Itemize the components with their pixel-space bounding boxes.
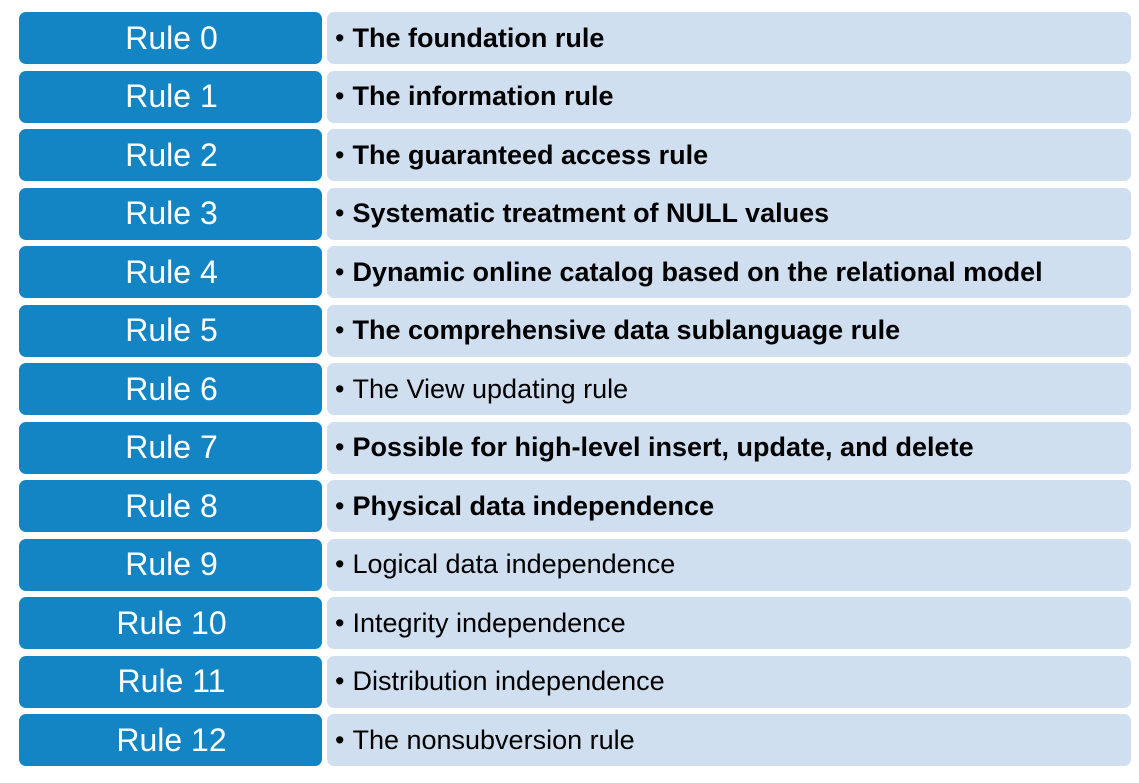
rule-description: • Possible for high-level insert, update,… [327, 421, 1131, 474]
rule-description: • Distribution independence [327, 655, 1131, 708]
rule-label: Rule 11 [19, 655, 322, 708]
rule-text: The comprehensive data sublanguage rule [352, 315, 901, 345]
rule-text: Physical data independence [352, 490, 715, 521]
bullet-icon: • [335, 315, 345, 345]
rule-description: • Integrity independence [327, 597, 1131, 649]
rule-row-3: Rule 3 • Systematic treatment of NULL val… [19, 187, 1131, 240]
rule-label: Rule 1 [19, 70, 322, 123]
rule-label: Rule 8 [19, 480, 322, 532]
rule-description: • The guaranteed access rule [327, 129, 1131, 181]
rule-text: Possible for high-level insert, update, … [352, 432, 974, 462]
rule-text: Logical data independence [352, 549, 676, 579]
rule-row-1: Rule 1 • The information rule [19, 70, 1131, 123]
rule-label: Rule 9 [19, 538, 322, 591]
bullet-icon: • [335, 549, 345, 579]
rule-description: • The information rule [327, 70, 1131, 123]
bullet-icon: • [335, 432, 345, 462]
rule-row-12: Rule 12 • The nonsubversion rule [19, 714, 1131, 766]
rule-text: The guaranteed access rule [352, 139, 709, 170]
rule-description: • Logical data independence [327, 538, 1131, 591]
rule-row-9: Rule 9 • Logical data independence [19, 538, 1131, 591]
rule-row-10: Rule 10 • Integrity independence [19, 597, 1131, 649]
rule-label: Rule 5 [19, 304, 322, 357]
bullet-icon: • [335, 22, 345, 53]
rule-row-4: Rule 4 • Dynamic online catalog based on … [19, 246, 1131, 298]
rule-label: Rule 6 [19, 363, 322, 415]
rule-text: Distribution independence [352, 666, 665, 696]
rule-row-7: Rule 7 • Possible for high-level insert, … [19, 421, 1131, 474]
rule-description: • The View updating rule [327, 363, 1131, 415]
rule-label: Rule 10 [19, 597, 322, 649]
bullet-icon: • [335, 198, 345, 228]
rule-row-5: Rule 5 • The comprehensive data sublangua… [19, 304, 1131, 357]
rule-description: • The comprehensive data sublanguage rule [327, 304, 1131, 357]
rule-row-6: Rule 6 • The View updating rule [19, 363, 1131, 415]
bullet-icon: • [335, 607, 345, 638]
rule-text: Systematic treatment of NULL values [352, 198, 830, 228]
rule-label: Rule 3 [19, 187, 322, 240]
rule-label: Rule 7 [19, 421, 322, 474]
rule-row-8: Rule 8 • Physical data independence [19, 480, 1131, 532]
rules-list: Rule 0 • The foundation rule Rule 1 • The … [19, 12, 1131, 766]
bullet-icon: • [335, 139, 345, 170]
bullet-icon: • [335, 373, 345, 404]
rule-text: The foundation rule [352, 22, 605, 53]
bullet-icon: • [335, 256, 345, 287]
rule-label: Rule 2 [19, 129, 322, 181]
rule-description: • The nonsubversion rule [327, 714, 1131, 766]
rule-description: • Physical data independence [327, 480, 1131, 532]
rule-row-2: Rule 2 • The guaranteed access rule [19, 129, 1131, 181]
bullet-icon: • [335, 490, 345, 521]
rule-row-11: Rule 11 • Distribution independence [19, 655, 1131, 708]
bullet-icon: • [335, 666, 345, 696]
rule-text: Dynamic online catalog based on the rela… [352, 256, 1043, 287]
rule-text: The View updating rule [352, 373, 629, 404]
rule-description: • Dynamic online catalog based on the rel… [327, 246, 1131, 298]
rule-description: • Systematic treatment of NULL values [327, 187, 1131, 240]
rule-text: The information rule [352, 81, 614, 111]
rule-label: Rule 0 [19, 12, 322, 64]
rule-label: Rule 12 [19, 714, 322, 766]
rule-description: • The foundation rule [327, 12, 1131, 64]
rule-row-0: Rule 0 • The foundation rule [19, 12, 1131, 64]
rule-text: The nonsubversion rule [352, 724, 635, 755]
bullet-icon: • [335, 724, 345, 755]
rule-text: Integrity independence [352, 607, 626, 638]
bullet-icon: • [335, 81, 345, 111]
rule-label: Rule 4 [19, 246, 322, 298]
